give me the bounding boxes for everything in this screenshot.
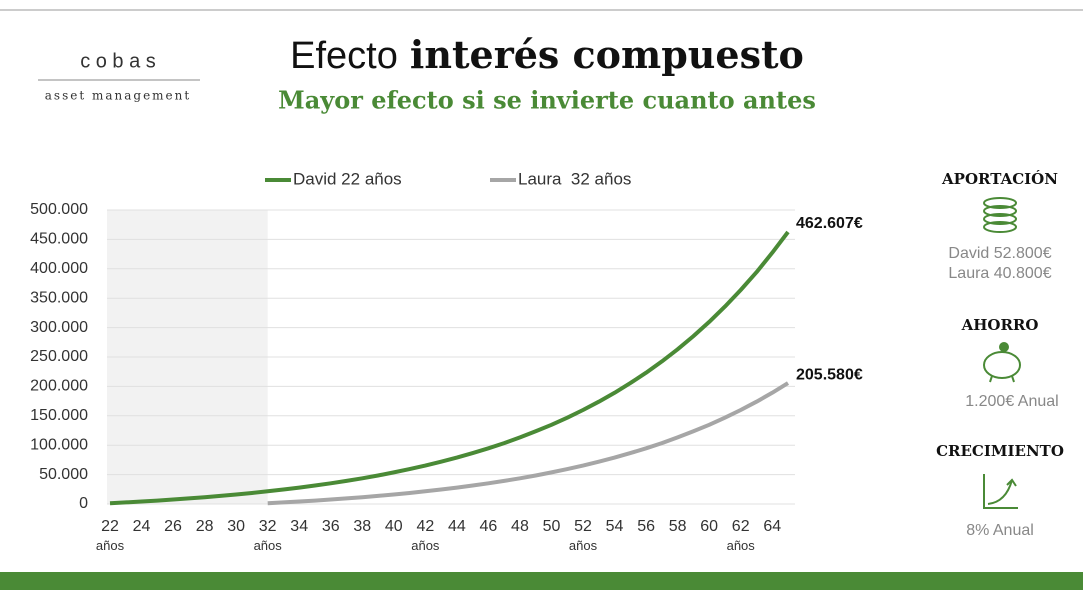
side-line: Laura 40.800€ xyxy=(948,265,1051,282)
x-tick-label: 58 xyxy=(669,518,687,535)
y-tick-label: 500.000 xyxy=(30,201,88,218)
piggy-icon xyxy=(983,342,1021,383)
y-tick-label: 100.000 xyxy=(30,436,88,453)
x-tick-label: 64 xyxy=(763,518,781,535)
subtitle: Mayor efecto si se invierte cuanto antes xyxy=(278,86,816,115)
x-tick-text: 22 xyxy=(101,518,119,535)
x-tick-label: 52 años xyxy=(569,518,598,553)
x-tick-label: 54 xyxy=(606,518,624,535)
title: Efecto interés compuesto xyxy=(290,32,804,78)
logo-tagline: asset management xyxy=(45,89,191,103)
x-tick-label: 48 xyxy=(511,518,529,535)
x-tick-label: 44 xyxy=(448,518,466,535)
y-tick-label: 450.000 xyxy=(30,231,88,248)
series-line xyxy=(267,381,790,506)
legend-label: Laura 32 años xyxy=(518,169,631,188)
x-tick-label: 32 años xyxy=(254,518,283,553)
x-tick-label: 30 xyxy=(227,518,245,535)
y-tick-label: 250.000 xyxy=(30,348,88,365)
x-tick-label: 56 xyxy=(637,518,655,535)
x-tick-label: 62 años xyxy=(727,518,756,553)
y-tick-label: 50.000 xyxy=(39,466,88,483)
side-heading: CRECIMIENTO xyxy=(936,442,1064,460)
x-tick-text: 52 xyxy=(574,518,592,535)
y-tick-label: 400.000 xyxy=(30,260,88,277)
end-label: 205.580€ xyxy=(796,366,863,383)
y-tick-label: 300.000 xyxy=(30,319,88,336)
x-tick-label: 22 años xyxy=(96,518,125,553)
x-tick-text: años xyxy=(411,538,440,553)
logo-name: c o b a s xyxy=(80,50,156,72)
coins-icon xyxy=(983,197,1017,233)
x-tick-text: años xyxy=(727,538,756,553)
x-tick-label: 36 xyxy=(322,518,340,535)
x-tick-label: 38 xyxy=(353,518,371,535)
x-tick-label: 46 xyxy=(480,518,498,535)
y-tick-label: 0 xyxy=(79,495,88,512)
y-tick-label: 350.000 xyxy=(30,289,88,306)
x-tick-text: años xyxy=(96,538,125,553)
x-tick-text: años xyxy=(569,538,598,553)
x-tick-text: 62 xyxy=(732,518,750,535)
growth-icon xyxy=(983,474,1018,509)
x-tick-text: 32 xyxy=(259,518,277,535)
series-line xyxy=(109,230,790,506)
end-label: 462.607€ xyxy=(796,215,863,232)
side-line: 8% Anual xyxy=(966,522,1034,539)
side-panel: APORTACIÓN David 52.800€ Laura 40.800€ A… xyxy=(936,170,1064,539)
title-light: Efecto xyxy=(290,35,398,77)
x-tick-label: 50 xyxy=(543,518,561,535)
x-tick-label: 40 xyxy=(385,518,403,535)
x-tick-label: 26 xyxy=(164,518,182,535)
title-bold: interés compuesto xyxy=(410,32,804,77)
y-tick-label: 200.000 xyxy=(30,378,88,395)
side-line: David 52.800€ xyxy=(948,245,1051,262)
x-tick-text: años xyxy=(254,538,283,553)
side-heading: APORTACIÓN xyxy=(941,170,1058,188)
footer-bar xyxy=(0,572,1083,590)
x-tick-label: 28 xyxy=(196,518,214,535)
y-tick-label: 150.000 xyxy=(30,407,88,424)
side-heading: AHORRO xyxy=(961,316,1039,334)
x-tick-label: 34 xyxy=(290,518,308,535)
legend-label: David 22 años xyxy=(293,169,402,188)
x-tick-label: 60 xyxy=(700,518,718,535)
x-tick-label: 24 xyxy=(133,518,151,535)
side-line: 1.200€ Anual xyxy=(965,393,1058,410)
x-tick-label: 42 años xyxy=(411,518,440,553)
x-tick-text: 42 xyxy=(416,518,434,535)
